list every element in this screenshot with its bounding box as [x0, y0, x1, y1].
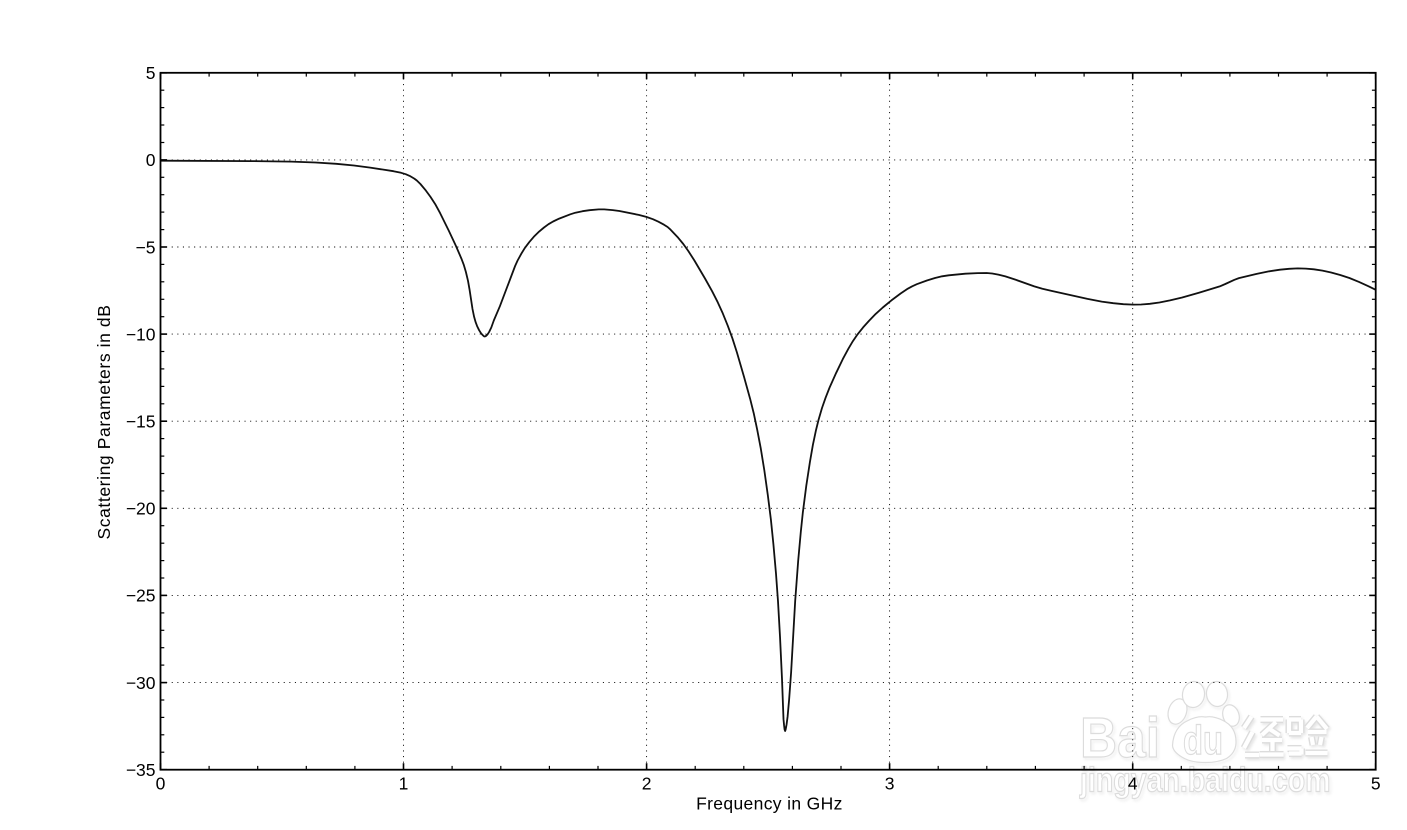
svg-text:−30: −30 [126, 673, 156, 693]
svg-text:jingyan.baidu.com: jingyan.baidu.com [1079, 761, 1330, 799]
svg-text:4: 4 [1128, 774, 1138, 794]
svg-text:0: 0 [146, 150, 156, 170]
svg-text:du: du [1183, 716, 1223, 762]
svg-text:Scattering Parameters in dB: Scattering Parameters in dB [94, 304, 114, 539]
svg-text:1: 1 [399, 774, 409, 794]
svg-text:Bai: Bai [1082, 709, 1162, 772]
svg-text:−10: −10 [126, 324, 156, 344]
svg-text:Bai: Bai [1080, 707, 1160, 770]
svg-text:−25: −25 [126, 586, 156, 606]
svg-text:5: 5 [1371, 774, 1381, 794]
svg-text:Frequency in GHz: Frequency in GHz [696, 794, 843, 814]
svg-text:2: 2 [642, 774, 652, 794]
svg-text:5: 5 [146, 63, 156, 83]
svg-text:−35: −35 [126, 760, 156, 780]
svg-text:−15: −15 [126, 412, 156, 432]
svg-text:3: 3 [885, 774, 895, 794]
svg-text:−20: −20 [126, 499, 156, 519]
svg-text:−5: −5 [136, 237, 156, 257]
svg-text:0: 0 [156, 774, 166, 794]
